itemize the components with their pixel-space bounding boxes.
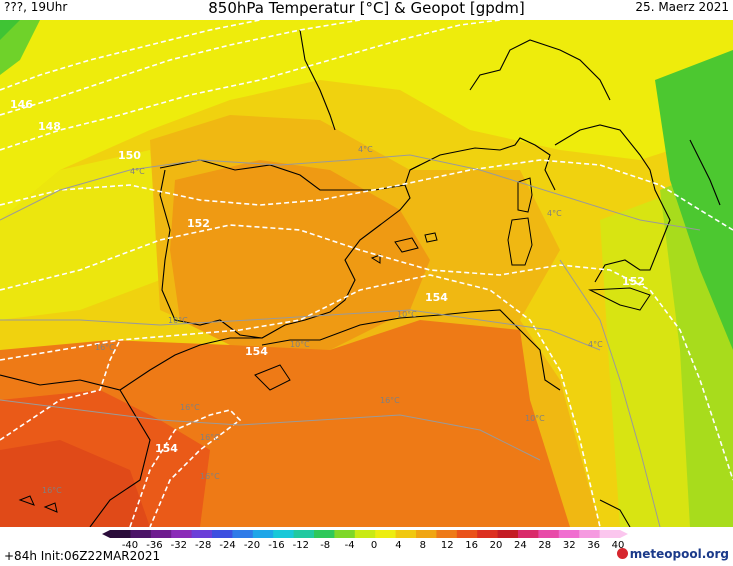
geopot-label: 154 — [245, 345, 268, 358]
colorbar-tick-label: -40 — [122, 540, 138, 549]
colorbar-swatch — [456, 530, 478, 538]
colorbar-tick-label: 0 — [371, 540, 377, 549]
field-green-east — [655, 50, 733, 350]
colorbar-tick-label: -4 — [345, 540, 355, 549]
colorbar-tick-label: -36 — [146, 540, 162, 549]
temp-label: 16°C — [200, 433, 220, 442]
field-yellow-west — [0, 150, 160, 320]
colorbar-swatches — [102, 530, 628, 538]
colorbar-swatch — [191, 530, 213, 538]
colorbar-swatch — [477, 530, 499, 538]
geopot-label: 152 — [187, 217, 210, 230]
geopot-label: 152 — [622, 275, 645, 288]
colorbar-swatch — [150, 530, 172, 538]
weather-map: 146 148 150 152 152 154 154 154 4°C 4°C … — [0, 20, 733, 527]
header: ???, 19Uhr 850hPa Temperatur [°C] & Geop… — [0, 0, 733, 20]
colorbar-ticks: -40 -36 -32 -28 -24 -20 -16 -12 -8 -4 0 4 8 12 16 20 24 2… — [122, 540, 625, 549]
colorbar-swatch — [273, 530, 295, 538]
temp-label: 4°C — [130, 167, 145, 176]
colorbar-swatch — [334, 530, 356, 538]
colorbar-tick-label: -32 — [171, 540, 187, 549]
colorbar-swatch — [497, 530, 519, 538]
chart-title: 850hPa Temperatur [°C] & Geopot [gpdm] — [208, 0, 525, 17]
colorbar-tick-label: -8 — [320, 540, 330, 549]
coastlines — [0, 29, 721, 527]
forecast-time: ???, 19Uhr — [4, 0, 68, 14]
footer: -40 -36 -32 -28 -24 -20 -16 -12 -8 -4 0 4 8 12 16 20 24 2… — [0, 527, 733, 566]
field-red — [0, 440, 150, 527]
colorbar-arrow-right — [620, 530, 628, 538]
field-green-nw — [0, 20, 40, 75]
colorbar-swatch — [436, 530, 458, 538]
colorbar-swatch — [558, 530, 580, 538]
geopot-labels: 146 148 150 152 152 154 154 154 — [10, 98, 645, 455]
temp-label: 16°C — [180, 403, 200, 412]
colorbar: -40 -36 -32 -28 -24 -20 -16 -12 -8 -4 0 4 8 12 16 20 24 2… — [102, 530, 628, 549]
colorbar-tick-label: 16 — [465, 540, 478, 549]
colorbar-tick-label: 40 — [612, 540, 625, 549]
temp-label: 16°C — [42, 486, 62, 495]
colorbar-tick-label: 36 — [587, 540, 600, 549]
geopot-label: 150 — [118, 149, 141, 162]
geopot-label: 146 — [10, 98, 33, 111]
colorbar-tick-label: 32 — [563, 540, 576, 549]
colorbar-tick-label: -12 — [293, 540, 309, 549]
colorbar-swatch — [354, 530, 376, 538]
temp-label: 4°C — [588, 340, 603, 349]
colorbar-tick-label: 28 — [538, 540, 551, 549]
colorbar-swatch — [579, 530, 601, 538]
geopot-label: 154 — [425, 291, 448, 304]
colorbar-swatch — [375, 530, 397, 538]
colorbar-swatch — [293, 530, 315, 538]
colorbar-swatch — [314, 530, 335, 538]
temp-label: 16°C — [380, 396, 400, 405]
geopot-contours — [0, 20, 733, 527]
brand-logo: meteopool.org — [616, 547, 729, 561]
geopot-label: 154 — [155, 442, 178, 455]
brand-dot-icon — [616, 548, 628, 559]
colorbar-tick-label: 8 — [420, 540, 426, 549]
colorbar-swatch — [395, 530, 417, 538]
temp-label: 10°C — [290, 340, 310, 349]
colorbar-tick-label: 4 — [395, 540, 401, 549]
temp-labels: 4°C 4°C 4°C 4°C 10°C 10°C 10°C 16°C 16°C… — [42, 145, 603, 495]
temp-label: 4°C — [547, 209, 562, 218]
colorbar-swatch — [171, 530, 193, 538]
colorbar-swatch — [599, 530, 621, 538]
colorbar-tick-label: -20 — [244, 540, 260, 549]
colorbar-swatch — [538, 530, 560, 538]
temp-label: 10°C — [397, 310, 417, 319]
colorbar-tick-label: 12 — [441, 540, 454, 549]
colorbar-tick-label: 24 — [514, 540, 527, 549]
colorbar-tick-label: -28 — [195, 540, 211, 549]
colorbar-swatch — [416, 530, 437, 538]
field-green-nw-inner — [0, 20, 20, 40]
forecast-date: 25. Maerz 2021 — [635, 0, 729, 14]
brand-text: meteopool.org — [629, 547, 729, 561]
temp-label: 16°C — [95, 343, 115, 352]
colorbar-tick-label: 20 — [490, 540, 503, 549]
islands — [18, 177, 651, 513]
isotherms — [0, 154, 701, 527]
colorbar-swatch — [212, 530, 233, 538]
field-yellow — [0, 20, 733, 220]
colorbar-swatch — [130, 530, 152, 538]
temp-label: 4°C — [358, 145, 373, 154]
field-orange — [170, 160, 430, 350]
init-time: +84h Init:06Z22MAR2021 — [4, 549, 161, 563]
temp-label: 10°C — [168, 316, 188, 325]
colorbar-swatch — [518, 530, 539, 538]
colorbar-arrow-left — [102, 530, 110, 538]
colorbar-tick-label: -24 — [219, 540, 235, 549]
colorbar-swatch — [232, 530, 254, 538]
colorbar-swatch — [110, 530, 131, 538]
temp-label: 10°C — [525, 414, 545, 423]
colorbar-tick-label: -16 — [268, 540, 284, 549]
temp-label: 16°C — [200, 472, 220, 481]
colorbar-swatch — [252, 530, 274, 538]
geopot-label: 148 — [38, 120, 61, 133]
